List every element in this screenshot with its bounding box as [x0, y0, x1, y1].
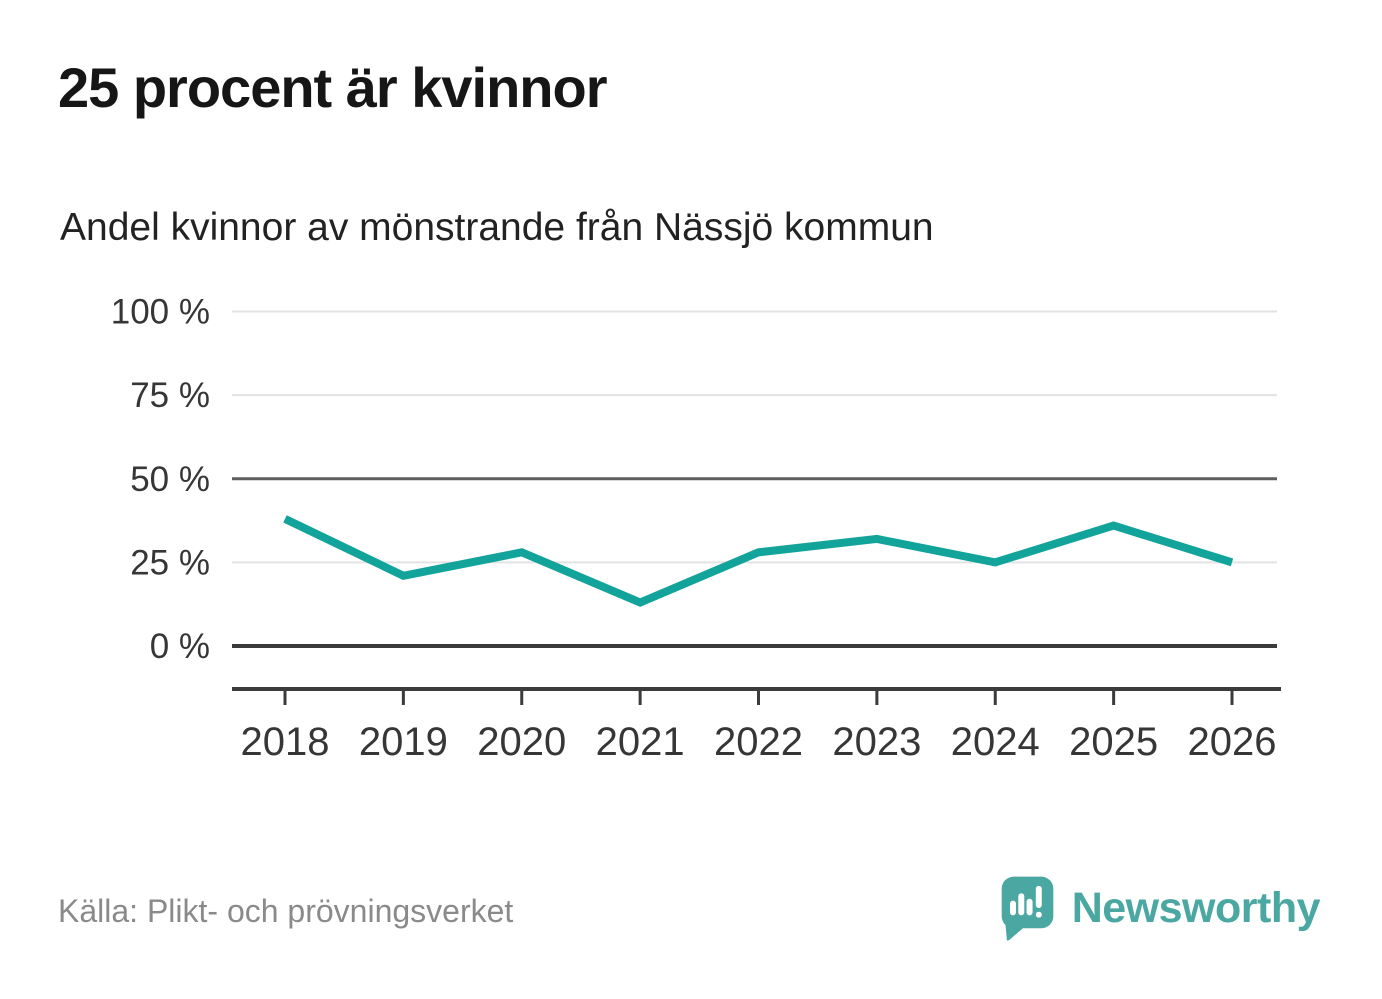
brand-name: Newsworthy — [1071, 883, 1321, 932]
x-tick-label-2023: 2023 — [832, 720, 921, 764]
x-tick-label-2021: 2021 — [596, 720, 685, 764]
x-tick-label-2022: 2022 — [714, 720, 803, 764]
source-note: Källa: Plikt- och prövningsverket — [58, 893, 514, 929]
newsworthy-logo-icon — [1001, 876, 1054, 941]
x-tick-label-2026: 2026 — [1188, 720, 1277, 764]
page-title: 25 procent är kvinnor — [58, 56, 608, 119]
y-tick-label-75: 75 % — [130, 376, 210, 415]
x-tick-label-2018: 2018 — [241, 720, 330, 764]
x-tick-label-2024: 2024 — [951, 720, 1040, 764]
chart-subtitle: Andel kvinnor av mönstrande från Nässjö … — [60, 206, 934, 249]
x-tick-label-2020: 2020 — [477, 720, 566, 764]
y-tick-label-50: 50 % — [130, 460, 210, 499]
data-line-0 — [283, 515, 1234, 607]
y-tick-label-0: 0 % — [150, 627, 210, 666]
brand-footer: Newsworthy — [998, 872, 1321, 944]
x-tick-label-2019: 2019 — [359, 720, 448, 764]
x-tick-label-2025: 2025 — [1069, 720, 1158, 764]
y-tick-label-100: 100 % — [111, 293, 210, 332]
y-tick-label-25: 25 % — [130, 543, 210, 582]
